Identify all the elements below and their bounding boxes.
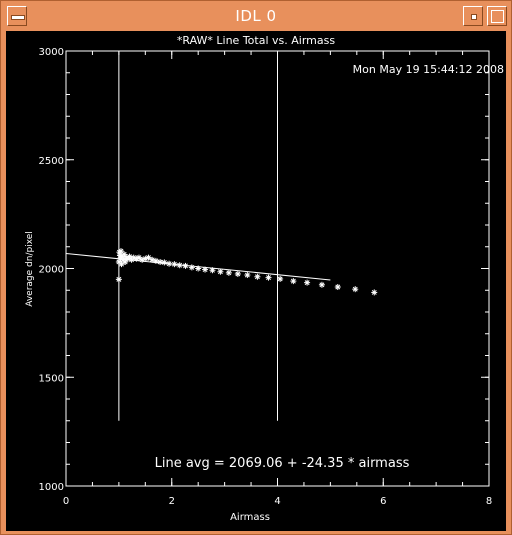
minimize-icon (471, 14, 477, 20)
data-point (318, 281, 325, 288)
x-tick-label: 4 (274, 496, 280, 507)
data-point (135, 254, 142, 261)
window-menu-button[interactable] (7, 6, 27, 26)
chart-timestamp: Mon May 19 15:44:12 2008 (353, 63, 504, 76)
data-point (334, 283, 341, 290)
data-point (304, 279, 311, 286)
data-point (290, 278, 297, 285)
data-point (352, 286, 359, 293)
title-bar[interactable]: IDL 0 (1, 1, 511, 31)
maximize-button[interactable] (487, 6, 507, 26)
data-point (217, 268, 224, 275)
data-point (161, 259, 168, 266)
data-point (176, 262, 183, 269)
data-point (225, 269, 232, 276)
y-tick-label: 1000 (39, 482, 64, 493)
data-point (234, 270, 241, 277)
x-tick-label: 0 (63, 496, 69, 507)
data-point (195, 265, 202, 272)
y-tick-label: 3000 (39, 47, 64, 58)
y-tick-label: 2500 (39, 156, 64, 167)
data-point (157, 258, 164, 265)
data-point (121, 251, 128, 258)
x-tick-label: 2 (169, 496, 175, 507)
vertical-lines (118, 51, 278, 421)
minimize-button[interactable] (463, 6, 483, 26)
data-point (209, 267, 216, 274)
scatter-chart: *RAW* Line Total vs. Airmass Mon May 19 … (25, 34, 504, 523)
data-point (182, 262, 189, 269)
data-point (244, 272, 251, 279)
data-point (166, 260, 173, 267)
window-title: IDL 0 (235, 7, 277, 25)
data-point (171, 261, 178, 268)
plot-canvas: *RAW* Line Total vs. Airmass Mon May 19 … (6, 31, 506, 531)
fit-label: Line avg = 2069.06 + -24.35 * airmass (155, 456, 410, 471)
y-tick-label: 2000 (39, 265, 64, 276)
data-point (265, 274, 272, 281)
x-axis-label: Airmass (230, 512, 270, 523)
data-point (115, 276, 122, 283)
data-point (188, 264, 195, 271)
data-point (202, 266, 209, 273)
chart-title: *RAW* Line Total vs. Airmass (177, 34, 335, 47)
data-points (115, 248, 378, 296)
axis-ticks: 0 2 4 6 8 1000 1500 2000 2500 3000 (39, 47, 493, 507)
y-tick-label: 1500 (39, 373, 64, 384)
data-point (371, 289, 378, 296)
data-point (277, 275, 284, 282)
x-tick-label: 6 (380, 496, 386, 507)
y-axis-label: Average dn/pixel (25, 231, 35, 307)
data-point (254, 273, 261, 280)
x-tick-label: 8 (486, 496, 492, 507)
menu-bar-icon (11, 15, 25, 20)
maximize-icon (491, 10, 504, 23)
